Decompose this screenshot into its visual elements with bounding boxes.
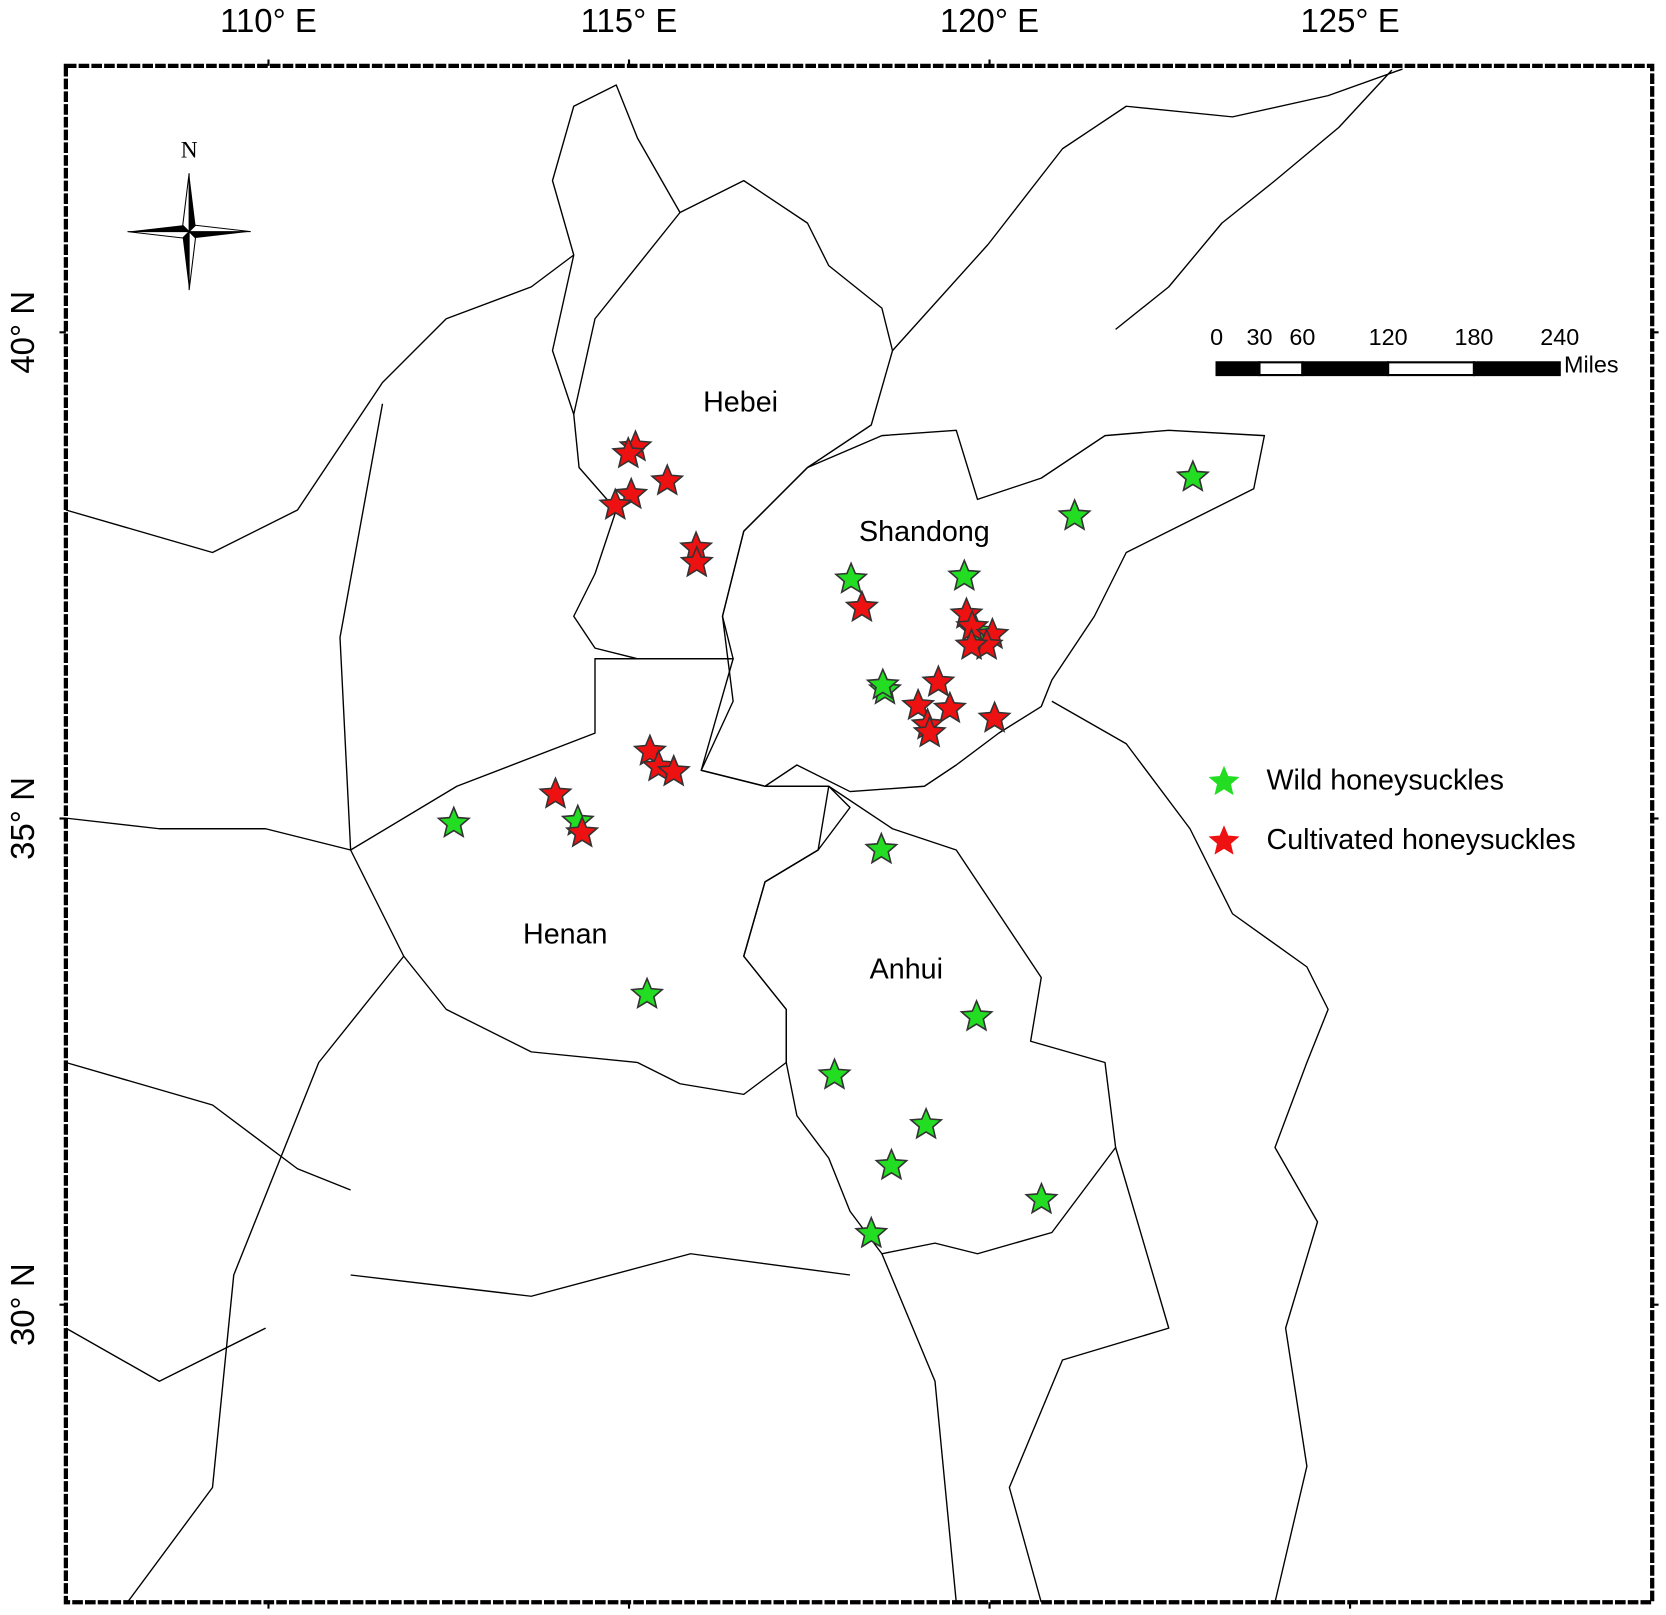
other-borders <box>65 212 1170 1603</box>
scale-bar-segment <box>1472 361 1561 377</box>
site-marker <box>1057 498 1092 531</box>
boundaries <box>65 68 1403 1603</box>
region-label: Hebei <box>703 386 778 418</box>
site-marker <box>1024 1181 1059 1215</box>
scale-bar-label: 120 <box>1369 324 1408 350</box>
y-tick-label: 40° N <box>4 291 41 374</box>
site-marker <box>650 463 685 496</box>
scale-bar-segment <box>1301 361 1390 377</box>
map-frame <box>63 63 1655 1605</box>
region-label: Henan <box>523 919 608 951</box>
y-tick-label: 35° N <box>4 777 41 860</box>
scale-bar-label: 30 <box>1246 324 1272 350</box>
site-marker <box>538 776 573 809</box>
anhui-border <box>743 785 1117 1255</box>
site-marker <box>629 976 665 1010</box>
site-marker <box>656 753 691 787</box>
hebei-border <box>551 84 894 660</box>
site-marker <box>947 558 982 591</box>
site-marker <box>598 487 633 520</box>
legend-marker <box>1208 825 1240 855</box>
legend-label: Wild honeysuckles <box>1267 765 1504 797</box>
site-marker <box>865 667 900 700</box>
scale-bar-unit: Miles <box>1564 352 1619 378</box>
legend-marker <box>1208 765 1240 796</box>
site-marker <box>921 664 956 697</box>
scale-bar-label: 180 <box>1454 324 1493 350</box>
x-tick-label: 110° E <box>220 2 317 39</box>
scale-bar-segment <box>1387 361 1476 377</box>
site-marker <box>679 544 714 578</box>
site-marker <box>834 561 869 594</box>
site-marker <box>908 1106 944 1140</box>
scale-bar-segment <box>1258 361 1304 377</box>
scale-bar-label: 60 <box>1289 324 1315 350</box>
region-label: Shandong <box>859 516 990 548</box>
north-label: N <box>181 137 198 163</box>
site-marker <box>932 690 968 724</box>
site-marker <box>844 589 880 623</box>
site-marker <box>611 435 646 469</box>
site-marker <box>954 627 989 661</box>
region-label: Anhui <box>870 954 943 986</box>
x-tick-label: 115° E <box>581 2 678 39</box>
site-marker <box>977 700 1012 733</box>
site-marker <box>564 815 600 848</box>
scale-bar-segment <box>1215 361 1261 377</box>
site-marker <box>864 831 899 865</box>
shandong-border <box>700 429 1266 793</box>
coastline <box>987 68 1403 1603</box>
site-marker <box>436 805 471 838</box>
compass: N <box>127 137 251 291</box>
site-marker <box>901 687 936 721</box>
scale-bar-label: 240 <box>1540 324 1579 350</box>
site-marker <box>817 1057 852 1090</box>
site-marker <box>1175 459 1211 492</box>
x-tick-label: 120° E <box>940 2 1039 39</box>
site-marker <box>854 1215 889 1249</box>
site-marker <box>874 1147 909 1181</box>
y-tick-label: 30° N <box>4 1263 41 1346</box>
x-tick-label: 125° E <box>1300 2 1399 39</box>
legend-label: Cultivated honeysuckles <box>1267 824 1576 856</box>
scale-bar-label: 0 <box>1210 324 1223 350</box>
site-marker <box>912 714 947 748</box>
site-marker <box>959 998 994 1032</box>
